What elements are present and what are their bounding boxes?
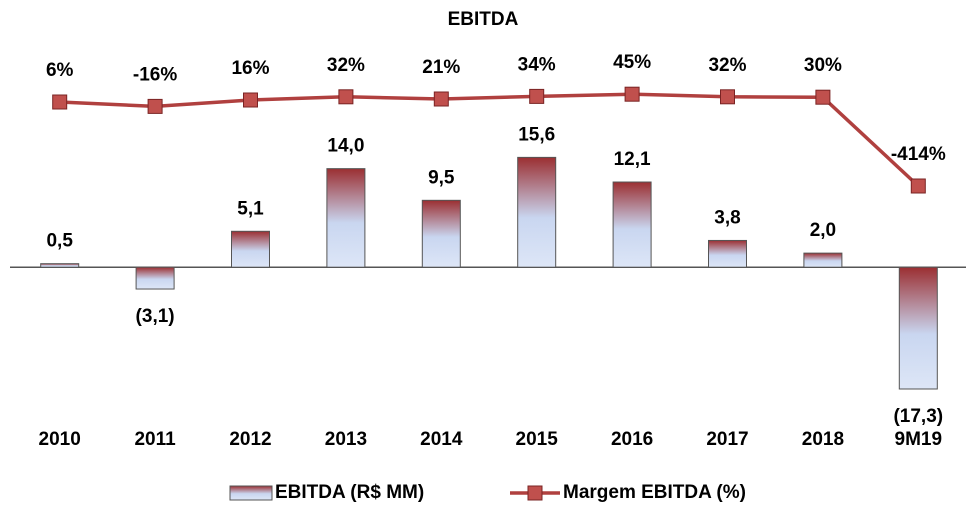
bar-value-label: 15,6 (518, 124, 555, 145)
x-tick-label: 2017 (706, 429, 748, 450)
bar (803, 252, 843, 268)
legend-marker (527, 485, 543, 501)
bar (708, 239, 747, 268)
bar (40, 263, 80, 268)
bar (517, 156, 557, 268)
bar-value-label: 12,1 (614, 149, 651, 170)
x-tick-label: 9M19 (895, 429, 943, 450)
bar (326, 168, 366, 268)
bar-value-label: 0,5 (46, 231, 73, 252)
line-value-label: 30% (804, 55, 842, 76)
line-value-label: -414% (891, 144, 946, 165)
bar (898, 266, 938, 390)
line-marker (624, 86, 640, 102)
bar (612, 181, 652, 268)
line-marker (243, 92, 258, 108)
bar-value-label: 2,0 (810, 220, 836, 241)
line-value-label: 45% (613, 52, 651, 73)
line-value-label: 34% (518, 54, 556, 75)
bar-value-label: 3,8 (714, 207, 740, 228)
line-value-label: 32% (327, 55, 365, 76)
line-value-label: 16% (231, 58, 269, 79)
x-tick-label: 2014 (420, 429, 463, 450)
x-tick-label: 2013 (325, 429, 367, 450)
line-marker (529, 88, 545, 104)
x-tick-label: 2016 (611, 429, 653, 450)
bar-value-label: (17,3) (893, 406, 943, 427)
bar (135, 266, 175, 290)
line-value-label: -16% (133, 64, 177, 85)
line-marker (433, 91, 449, 107)
line (59, 92, 920, 188)
line-marker (720, 89, 735, 105)
line-marker (815, 89, 831, 105)
x-tick-label: 2011 (134, 429, 176, 450)
bar-value-label: (3,1) (136, 306, 175, 327)
line-value-label: 21% (422, 57, 460, 78)
line-marker (147, 98, 163, 114)
legend-label: Margem EBITDA (%) (563, 482, 746, 503)
line-value-label: 6% (46, 60, 74, 81)
bar-value-label: 14,0 (327, 136, 364, 157)
chart-title: EBITDA (448, 9, 519, 30)
x-tick-label: 2012 (229, 429, 271, 450)
bar-value-label: 9,5 (428, 167, 455, 188)
x-tick-label: 2018 (802, 429, 844, 450)
bar (421, 199, 461, 268)
legend-swatch (229, 485, 273, 501)
bar (231, 230, 270, 268)
x-tick-label: 2010 (39, 429, 81, 450)
x-tick-label: 2015 (516, 429, 559, 450)
legend-label: EBITDA (R$ MM) (275, 482, 424, 503)
line-marker (910, 178, 926, 194)
bar-value-label: 5,1 (237, 198, 264, 219)
line-marker (338, 89, 354, 105)
line-value-label: 32% (708, 55, 746, 76)
line-marker (52, 94, 68, 110)
